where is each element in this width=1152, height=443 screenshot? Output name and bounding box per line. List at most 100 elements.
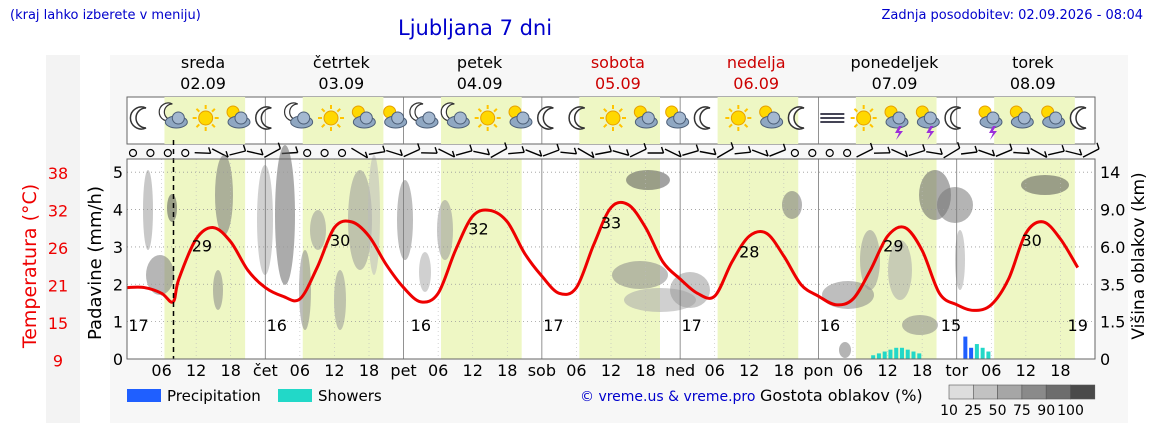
hour-tick: 06	[290, 361, 310, 380]
calm-wind-icon	[320, 148, 329, 158]
wind-barb-icon	[399, 149, 403, 156]
hour-tick: 06	[981, 361, 1001, 380]
wind-row	[128, 141, 1100, 159]
wind-barb-icon	[1061, 144, 1065, 152]
density-swatch	[972, 384, 998, 400]
wind-barb-icon	[246, 150, 264, 156]
wind-barb-icon	[364, 151, 369, 159]
wind-barb-icon	[660, 146, 665, 154]
sun-ray	[869, 123, 874, 128]
wind-barb-icon	[891, 148, 908, 158]
wind-barb-icon	[242, 144, 247, 152]
cloud-blob	[419, 252, 431, 292]
cloud-shape	[673, 111, 687, 125]
temperature-tick: 38	[48, 164, 68, 183]
sun-icon	[318, 105, 344, 131]
temperature-label: 19	[1068, 316, 1088, 335]
cloud-shape	[767, 111, 781, 125]
shower-bar	[974, 344, 979, 359]
day-name: petek	[457, 53, 503, 72]
wind-barb-icon	[1009, 143, 1013, 150]
wind-barb-icon	[869, 142, 874, 150]
temperature-label: 15	[941, 316, 961, 335]
temperature-label: 17	[128, 316, 148, 335]
density-value: 50	[989, 403, 1007, 419]
moon-shape	[537, 106, 554, 130]
cloud-density-title: Gostota oblakov (%)	[760, 386, 923, 405]
precipitation-axis-label: Padavine (mm/h)	[85, 186, 106, 340]
wind-barb-icon	[595, 150, 612, 156]
precipitation-swatch	[127, 389, 161, 402]
density-swatch	[1070, 384, 1096, 400]
last-update: Zadnja posodobitev: 02.09.2026 - 08:04	[881, 8, 1143, 23]
moon-shape	[693, 106, 711, 130]
wind-barb-icon	[991, 149, 996, 157]
wind-barb-icon	[747, 145, 752, 153]
sun-ray	[603, 123, 608, 128]
region-hint[interactable]: (kraj lahko izberete v meniju)	[10, 8, 201, 23]
wind-barb-icon	[264, 148, 281, 158]
shower-bar	[911, 351, 916, 359]
cloud-blob	[888, 240, 912, 300]
day-date: 05.09	[595, 74, 641, 93]
sun-ray	[728, 108, 733, 113]
shower-bar	[905, 349, 910, 359]
shower-bar	[899, 347, 904, 359]
temperature-tick: 21	[48, 277, 68, 296]
hour-tick: 12	[1016, 361, 1036, 380]
wind-barb-icon	[1030, 148, 1048, 158]
temperature-label: 16	[267, 316, 287, 335]
precipitation-tick: 0	[113, 350, 123, 369]
cloud-blob	[437, 200, 453, 260]
wind-barb-icon	[1044, 151, 1048, 158]
hour-tick: 12	[601, 361, 621, 380]
daylight-band	[579, 159, 660, 359]
calm-wind-icon	[337, 148, 347, 158]
density-value: 25	[964, 403, 982, 419]
calm-wind-icon	[181, 148, 190, 158]
moon-shape	[568, 106, 585, 130]
hour-tick: 12	[463, 361, 483, 380]
cloud-shape	[297, 111, 311, 125]
cloud-blob	[348, 170, 372, 270]
temperature-label: 16	[411, 316, 431, 335]
sun-icon	[192, 105, 219, 131]
moon-shape	[787, 106, 805, 130]
cloud-blob	[860, 230, 880, 290]
cloud-density-scale: 10 25 50 75 90 100	[940, 384, 1096, 419]
wind-barb-icon	[734, 151, 751, 155]
wind-barb-icon	[521, 146, 525, 153]
cloud-blob	[1021, 175, 1069, 195]
temperature-tick: 32	[48, 202, 68, 221]
precipitation-legend-label: Precipitation	[167, 387, 261, 405]
cloud-blob	[310, 210, 326, 250]
wind-barb-icon	[664, 148, 682, 158]
day-date: 04.09	[457, 74, 503, 93]
moon-shape	[129, 106, 147, 130]
cloud-height-tick: 9.0	[1100, 201, 1125, 220]
sun-ray	[477, 108, 483, 113]
day-abbr-tick: čet	[253, 361, 278, 380]
temperature-label: 17	[543, 316, 563, 335]
sun-ray	[853, 108, 859, 113]
wind-barb-icon	[922, 144, 926, 151]
sun-ray	[603, 108, 608, 113]
sun-disc	[856, 110, 872, 126]
icon-daylight-bands	[164, 97, 1075, 144]
precipitation-tick: 4	[113, 201, 123, 220]
temperature-label: 29	[883, 237, 903, 256]
wind-barb-icon	[1078, 148, 1083, 156]
sun-ray	[493, 108, 498, 113]
wind-barb-icon	[382, 145, 386, 152]
cloud-blob	[143, 170, 153, 250]
wind-barb-icon	[486, 148, 491, 155]
moon-icon	[568, 106, 585, 130]
day-date: 07.09	[872, 74, 918, 93]
wind-barb-icon	[260, 148, 264, 156]
moon-icon	[537, 106, 554, 130]
partly-cloudy-night-icon	[284, 102, 314, 129]
cloud-height-tick: 3.5	[1100, 275, 1125, 294]
hour-tick: 06	[428, 361, 448, 380]
sun-ray	[869, 108, 874, 113]
